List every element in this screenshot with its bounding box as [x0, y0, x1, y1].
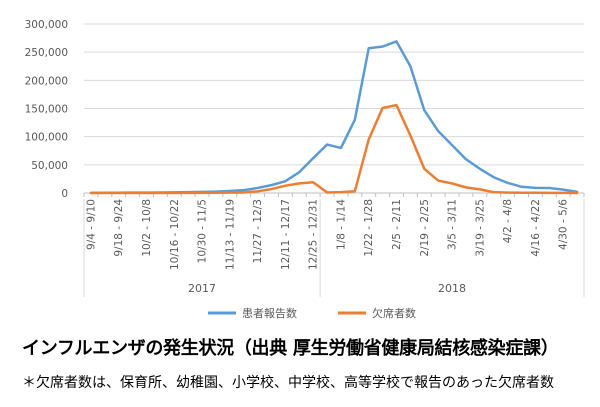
- x-tick-label: 12/25 - 12/31: [308, 199, 320, 270]
- x-tick-label: 10/16 - 10/22: [169, 199, 181, 270]
- y-tick-label: 100,000: [25, 132, 68, 144]
- y-gridlines: [84, 23, 584, 166]
- x-tick-label: 2/19 - 2/25: [419, 199, 431, 257]
- legend-label: 欠席者数: [372, 306, 416, 320]
- x-tick-label: 1/22 - 1/28: [363, 199, 375, 257]
- series-line: [89, 103, 579, 195]
- series-lines: [89, 40, 579, 195]
- y-axis-tick-labels: 0 50,000 100,000 150,000 200,000 250,000 300,0…: [25, 19, 68, 200]
- x-tick-label: 11/27 - 12/3: [252, 199, 264, 263]
- chart-legend: 患者報告数 欠席者数: [208, 306, 416, 320]
- x-axis-year-groups: 2017 2018: [83, 199, 585, 297]
- x-tick-label: 4/30 - 5/6: [558, 199, 570, 250]
- x-tick-label: 12/11 - 12/17: [280, 199, 292, 270]
- caption-title: インフルエンザの発生状況（出典 厚生労働省健康局結核感染症課）: [22, 334, 559, 360]
- x-tick-label: 10/2 - 10/8: [141, 199, 153, 257]
- x-tick-label: 1/8 - 1/14: [335, 199, 347, 250]
- x-tick-label: 9/4 - 9/10: [85, 199, 97, 250]
- x-axis-tick-labels: 9/4 - 9/10 9/18 - 9/24 10/2 - 10/8 10/16 - …: [85, 199, 569, 270]
- x-tick-label: 3/5 - 3/11: [447, 199, 459, 250]
- x-tick-label: 10/30 - 11/5: [197, 199, 209, 263]
- series-line: [89, 40, 579, 195]
- influenza-line-chart: 0 50,000 100,000 150,000 200,000 250,000 300,0…: [25, 19, 585, 320]
- x-tick-label: 9/18 - 9/24: [113, 199, 125, 257]
- y-tick-label: 50,000: [31, 160, 68, 172]
- caption-source: （出典 厚生労働省健康局結核感染症課）: [233, 338, 559, 359]
- caption-title-text: インフルエンザの発生状況: [22, 338, 234, 359]
- year-group-label: 2018: [438, 282, 466, 295]
- year-group-label: 2017: [188, 282, 216, 295]
- x-tick-label: 4/16 - 4/22: [530, 199, 542, 257]
- y-tick-label: 150,000: [25, 104, 68, 116]
- y-tick-label: 0: [61, 188, 68, 200]
- y-tick-label: 200,000: [25, 75, 68, 87]
- y-tick-label: 300,000: [25, 19, 68, 31]
- x-tick-label: 4/2 - 4/8: [502, 199, 514, 243]
- y-tick-label: 250,000: [25, 47, 68, 59]
- x-tick-label: 3/19 - 3/25: [474, 199, 486, 257]
- x-tick-label: 2/5 - 2/11: [391, 199, 403, 250]
- x-tick-label: 11/13 - 11/19: [224, 199, 236, 270]
- caption-note: ＊欠席者数は、保育所、幼稚園、小学校、中学校、高等学校で報告のあった欠席者数: [22, 375, 554, 391]
- legend-label: 患者報告数: [242, 307, 297, 320]
